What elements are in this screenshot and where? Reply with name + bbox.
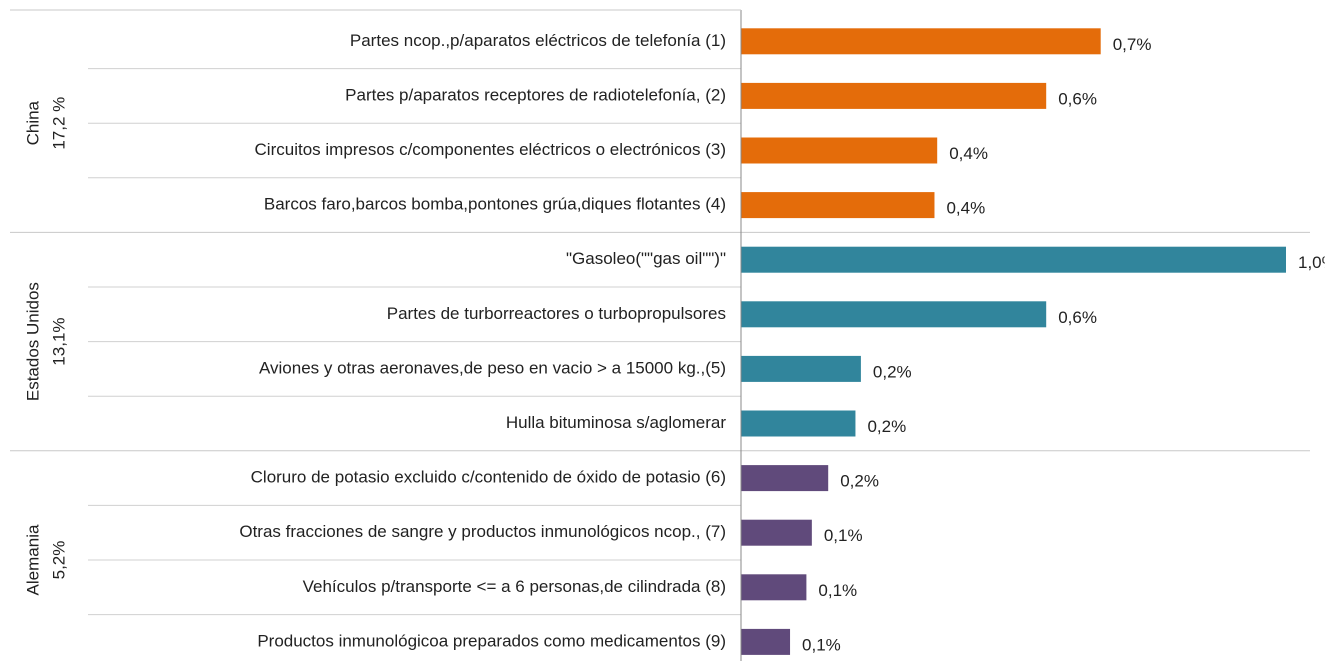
- category-label: Cloruro de potasio excluido c/contenido …: [251, 468, 726, 487]
- category-label: Circuitos impresos c/componentes eléctri…: [255, 140, 726, 159]
- bar: [741, 628, 791, 655]
- value-label: 0,1%: [824, 526, 863, 545]
- category-label: Otras fracciones de sangre y productos i…: [239, 522, 726, 541]
- value-label: 0,1%: [818, 581, 857, 600]
- value-label: 0,2%: [867, 417, 906, 436]
- value-label: 0,4%: [946, 199, 985, 218]
- group-name: Alemania: [23, 524, 42, 595]
- value-label: 0,6%: [1058, 89, 1097, 108]
- bar: [741, 137, 938, 164]
- group-share: 17,2 %: [49, 97, 68, 150]
- group-name: Estados Unidos: [23, 282, 42, 401]
- group-share: 5,2%: [49, 541, 68, 580]
- bar: [741, 246, 1286, 273]
- group-share: 13,1%: [49, 317, 68, 365]
- value-label: 0,6%: [1058, 308, 1097, 327]
- value-label: 0,2%: [873, 362, 912, 381]
- category-label: Partes de turborreactores o turbopropuls…: [387, 304, 726, 323]
- bar: [741, 574, 807, 601]
- bar: [741, 519, 812, 546]
- bar: [741, 192, 935, 219]
- category-label: Partes p/aparatos receptores de radiotel…: [345, 85, 726, 104]
- category-label: Partes ncop.,p/aparatos eléctricos de te…: [350, 31, 726, 50]
- bar: [741, 465, 829, 492]
- value-label: 0,4%: [949, 144, 988, 163]
- bar: [741, 410, 856, 437]
- category-label: Vehículos p/transporte <= a 6 personas,d…: [303, 577, 726, 596]
- category-label: "Gasoleo(""gas oil"")": [566, 249, 726, 268]
- bar: [741, 355, 861, 382]
- category-label: Hulla bituminosa s/aglomerar: [506, 413, 726, 432]
- value-label: 0,1%: [802, 635, 841, 654]
- category-label: Aviones y otras aeronaves,de peso en vac…: [259, 358, 726, 377]
- group-label: Estados Unidos 13,1%: [23, 282, 68, 401]
- value-label: 0,2%: [840, 472, 879, 491]
- value-label: 0,7%: [1113, 35, 1152, 54]
- group-label: China 17,2 %: [23, 97, 68, 150]
- value-label: 1,0%: [1298, 253, 1325, 272]
- category-label: Barcos faro,barcos bomba,pontones grúa,d…: [264, 195, 726, 214]
- group-label: Alemania 5,2%: [23, 524, 68, 595]
- group-name: China: [23, 100, 42, 145]
- category-label: Productos inmunológicoa preparados como …: [257, 631, 726, 650]
- bar: [741, 82, 1047, 109]
- bar: [741, 301, 1047, 328]
- bar: [741, 28, 1101, 55]
